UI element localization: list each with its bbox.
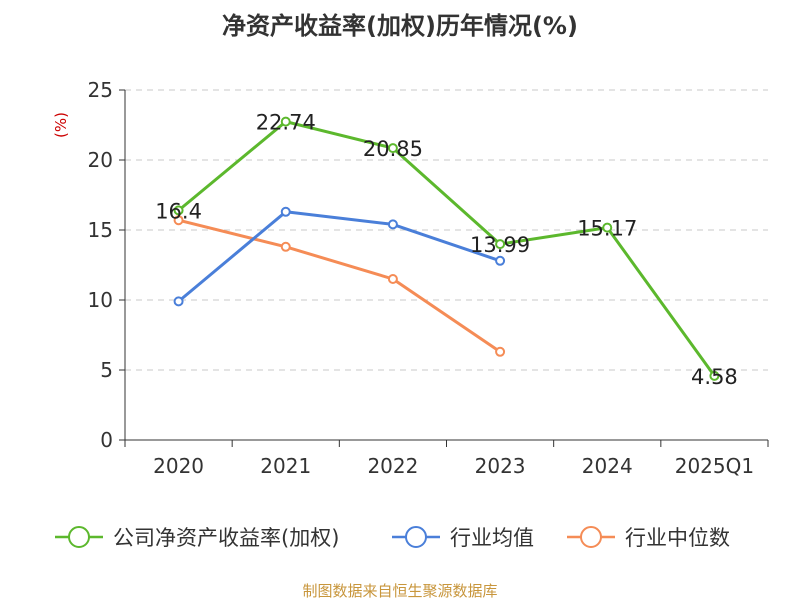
data-labels: 16.4 22.74 20.85 13.99 15.17 4.58 xyxy=(155,111,738,389)
x-tick-label: 2024 xyxy=(582,454,633,478)
legend-label: 行业均值 xyxy=(450,526,534,550)
y-tick-label: 15 xyxy=(88,218,113,242)
data-point[interactable] xyxy=(387,219,398,230)
y-tick-label: 5 xyxy=(100,358,113,382)
y-tick-label: 10 xyxy=(88,288,113,312)
data-point[interactable] xyxy=(173,215,184,226)
data-label: 16.4 xyxy=(155,199,202,223)
legend-circle-icon xyxy=(405,526,427,548)
data-label: 20.85 xyxy=(363,137,423,161)
legend-circle-icon xyxy=(580,526,602,548)
legend-circle-icon xyxy=(68,526,90,548)
data-point[interactable] xyxy=(280,206,291,217)
series-line xyxy=(177,120,716,377)
data-point[interactable] xyxy=(280,116,291,127)
data-point[interactable] xyxy=(495,255,506,266)
y-tick-label: 25 xyxy=(88,78,113,102)
legend-label: 行业中位数 xyxy=(625,526,730,550)
axes: 0 5 10 15 20 25 2020 2021 2022 2023 2024 2025Q1 xyxy=(88,78,769,478)
y-tick-label: 20 xyxy=(88,148,113,172)
x-tick-label: 2023 xyxy=(475,454,526,478)
chart-title: 净资产收益率(加权)历年情况(%) xyxy=(222,12,578,40)
data-label: 4.58 xyxy=(691,365,738,389)
grid-lines xyxy=(125,89,768,371)
series-line xyxy=(177,210,501,303)
legend-label: 公司净资产收益率(加权) xyxy=(113,526,339,550)
source-note: 制图数据来自恒生聚源数据库 xyxy=(302,582,497,600)
y-axis-unit-label: (%) xyxy=(52,112,70,138)
legend-item[interactable]: 公司净资产收益率(加权) xyxy=(55,526,339,550)
data-point[interactable] xyxy=(387,274,398,284)
x-tick-label: 2022 xyxy=(367,454,418,478)
data-point[interactable] xyxy=(173,205,184,216)
legend-item[interactable]: 行业均值 xyxy=(392,526,534,550)
data-point[interactable] xyxy=(280,241,291,252)
x-tick-label: 2020 xyxy=(153,454,204,478)
x-tick-label: 2021 xyxy=(260,454,311,478)
x-tick-label: 2025Q1 xyxy=(675,454,754,478)
data-label: 13.99 xyxy=(470,233,530,257)
data-point[interactable] xyxy=(495,239,506,250)
data-point[interactable] xyxy=(173,296,184,307)
series-line xyxy=(178,218,501,354)
legend: 公司净资产收益率(加权) 行业均值 行业中位数 xyxy=(55,526,730,550)
data-point[interactable] xyxy=(495,346,506,357)
data-label: 15.17 xyxy=(577,217,637,241)
data-label: 22.74 xyxy=(256,111,316,135)
y-tick-label: 0 xyxy=(100,428,113,452)
legend-item[interactable]: 行业中位数 xyxy=(567,526,730,550)
data-point[interactable] xyxy=(387,143,398,154)
series-lines xyxy=(173,116,720,381)
data-point[interactable] xyxy=(602,222,613,233)
data-point[interactable] xyxy=(709,370,720,381)
